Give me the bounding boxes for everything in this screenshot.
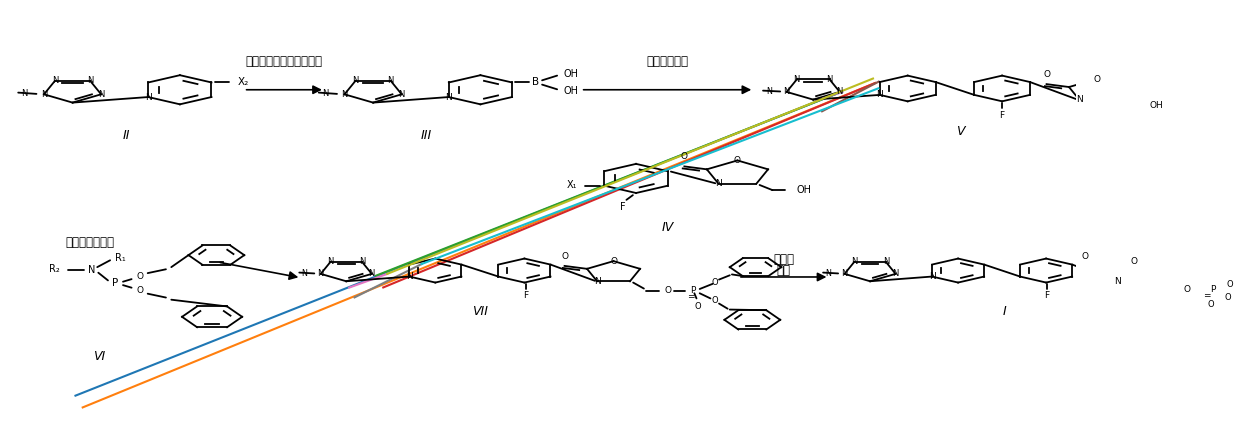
Text: N: N [445,92,453,102]
Text: IV: IV [662,221,675,234]
Text: N: N [1115,277,1121,286]
Text: N: N [368,270,374,278]
Text: N: N [98,90,104,99]
Text: N: N [322,89,329,98]
Text: O: O [1208,300,1214,309]
Text: P: P [113,278,119,289]
Text: OH: OH [1149,102,1163,111]
Text: F: F [620,202,626,212]
Text: O: O [712,296,718,306]
Text: F: F [1044,291,1050,300]
Text: N: N [594,277,600,286]
Text: 氢源: 氢源 [776,264,791,277]
Text: O: O [1226,280,1234,289]
Text: N: N [1076,95,1083,105]
Text: O: O [1081,252,1089,261]
Text: V: V [956,125,965,138]
Text: O: O [1225,293,1231,302]
Text: OH: OH [796,185,811,195]
Text: R₂: R₂ [48,264,60,274]
Text: N: N [893,270,899,278]
Text: N: N [87,76,93,85]
Text: =: = [687,292,694,301]
Text: N: N [358,257,366,266]
Text: O: O [694,302,701,311]
Text: O: O [136,272,144,281]
Text: N: N [21,89,27,98]
Text: F: F [999,111,1004,120]
Text: O: O [1094,75,1100,83]
Text: N: N [715,179,722,188]
Text: N: N [41,90,47,99]
Text: N: N [398,90,405,99]
Text: N: N [405,272,413,281]
Text: O: O [1183,285,1190,294]
Text: P: P [1210,285,1215,294]
Text: O: O [712,278,718,286]
Text: OH: OH [563,69,579,79]
Text: 催化剂: 催化剂 [774,253,794,266]
Text: III: III [422,129,433,142]
Text: N: N [317,270,324,278]
Text: O: O [663,286,671,295]
Text: N: N [842,270,848,278]
Text: N: N [352,76,358,85]
Text: N: N [327,257,334,266]
Text: O: O [1131,256,1137,266]
Text: VI: VI [93,350,105,363]
Text: 催化剂，氧化剂: 催化剂，氧化剂 [64,236,114,249]
Text: N: N [837,87,843,96]
Text: VII: VII [472,305,487,318]
Text: O: O [734,156,742,165]
Text: O: O [1043,70,1050,79]
Text: 钯催化剂，碱: 钯催化剂，碱 [646,56,688,69]
Text: N: N [52,76,58,85]
Text: N: N [388,76,394,85]
Text: O: O [681,152,688,161]
Text: N: N [877,90,883,99]
Text: N: N [826,75,833,84]
Text: N: N [145,92,151,102]
Text: II: II [123,129,130,142]
Text: B: B [532,77,539,88]
Text: O: O [136,286,144,295]
Text: I: I [1002,305,1006,318]
Text: N: N [851,257,858,266]
Text: =: = [1203,291,1210,300]
Text: N: N [784,87,790,96]
Text: N: N [301,269,308,278]
Text: X₂: X₂ [237,77,248,87]
Text: O: O [560,252,568,261]
Text: N: N [766,87,773,96]
Text: O: O [610,256,618,266]
Text: N: N [794,75,800,84]
Text: X₁: X₁ [567,180,578,190]
Text: N: N [826,269,831,278]
Text: F: F [523,291,528,300]
Text: P: P [691,286,696,295]
Text: N: N [929,272,935,281]
Text: OH: OH [563,86,579,96]
Text: N: N [341,90,347,99]
Text: 硼化试剂，钯催化剂，碱: 硼化试剂，钯催化剂，碱 [246,56,322,69]
Text: N: N [883,257,889,266]
Text: N: N [88,265,95,275]
Text: R₁: R₁ [115,253,126,263]
